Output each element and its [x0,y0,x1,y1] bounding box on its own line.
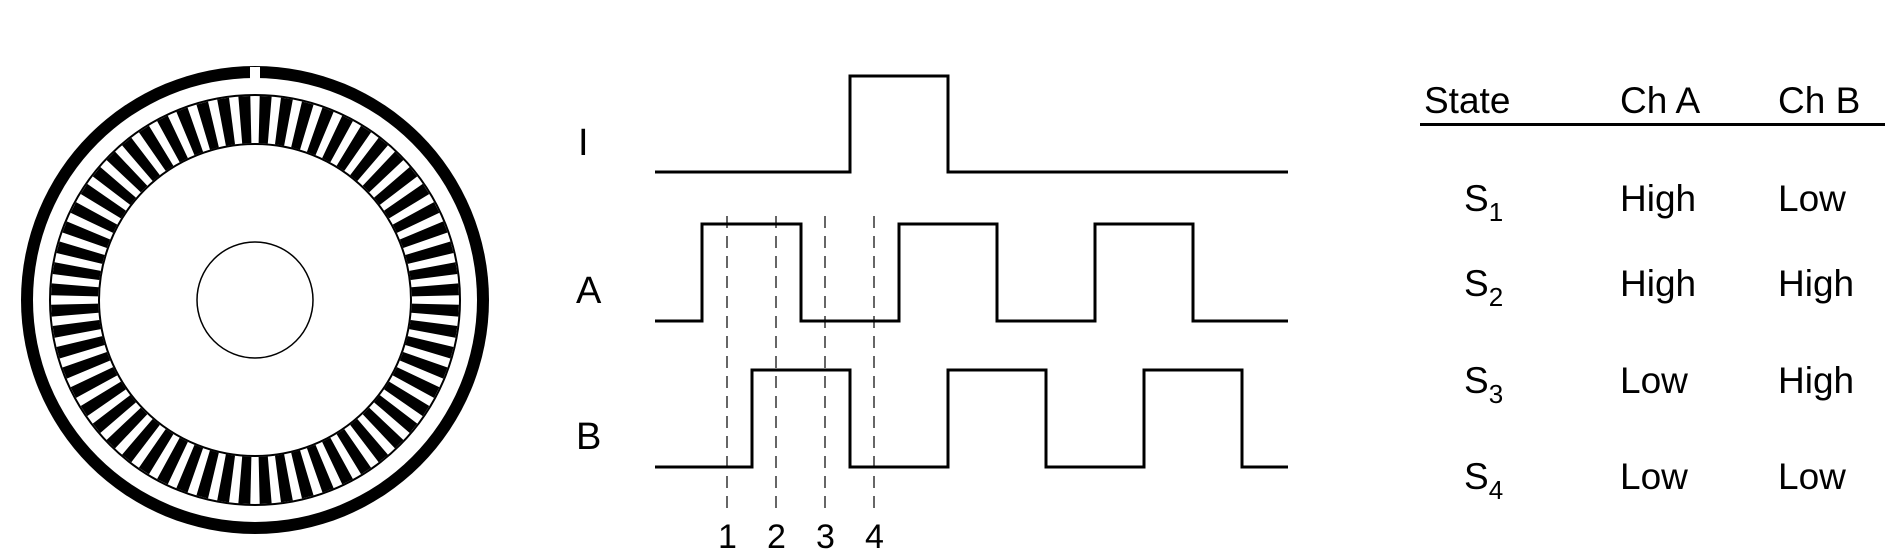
disk-slot [52,262,101,280]
disk-slot [411,283,459,297]
disk-slot [350,419,388,463]
disk-slot [56,336,105,359]
disk-slot [306,107,334,156]
disk-hub [196,241,314,359]
disk-slot [92,395,136,433]
disk-slot [176,107,204,156]
disk-slot [405,241,454,264]
disk-slot [62,221,111,249]
header-state: State [1424,80,1511,121]
state-cell: S2 [1464,263,1504,312]
timing-diagram [655,74,1288,508]
disk-slot [157,115,188,163]
disk-slot [322,437,353,485]
disk-slot [196,450,219,499]
waveform-a [655,222,1288,323]
signal-label-b: B [576,416,602,458]
disk-slot [258,456,272,504]
disk-slot [217,454,235,503]
disk-slot [106,151,148,193]
step-label-3: 3 [816,518,835,556]
disk-slot [291,101,314,150]
ch-a-cell: High [1620,178,1697,219]
state-cell: S4 [1464,456,1504,505]
disk-slot [62,351,111,379]
disk-slot [138,125,174,171]
disk-slots [51,96,459,504]
encoder-disk [21,66,489,534]
disk-slot [291,450,314,499]
disk-slot [80,381,126,417]
disk-slot [92,167,136,205]
ch-b-cell: High [1778,360,1855,401]
disk-slot [52,320,101,338]
waveform-i [655,74,1288,174]
ch-a-cell: Low [1620,456,1688,497]
disk-slot [70,367,118,398]
disk-slot [51,283,99,297]
disk-slot [384,183,430,219]
index-mark [250,67,260,83]
disk-slot [106,407,148,449]
disk-slot [374,395,418,433]
header-ch-b: Ch B [1778,80,1861,121]
disk-slot [238,96,252,144]
disk-slot [409,320,458,338]
header-ch-a: Ch A [1620,80,1701,121]
step-label-2: 2 [767,518,786,556]
disk-slot [322,115,353,163]
disk-slot [217,97,235,146]
disk-slot [258,96,272,144]
disk-slot [350,137,388,181]
disk-slot [392,367,440,398]
ch-a-cell: Low [1620,360,1688,401]
state-cell: S1 [1464,178,1504,227]
ch-b-cell: Low [1778,456,1846,497]
state-cell: S3 [1464,360,1504,409]
disk-slot [392,202,440,233]
disk-slot [51,303,99,317]
disk-slot [306,444,334,493]
disk-slot [399,351,448,379]
disk-slot [238,456,252,504]
step-dashed-lines [726,216,875,508]
disk-slot [411,303,459,317]
disk-slot [336,429,372,475]
disk-slot [409,262,458,280]
disk-slot [138,429,174,475]
signal-label-a: A [576,270,602,312]
disk-slot [70,202,118,233]
ch-a-cell: High [1620,263,1697,304]
disk-slot [275,97,293,146]
disk-slot [275,454,293,503]
state-table: State Ch A Ch B S1 High Low S2 High High… [1420,70,1890,503]
disk-slot [122,137,160,181]
signal-label-i: I [578,122,589,164]
step-label-4: 4 [865,518,884,556]
disk-slot [362,151,404,193]
disk-slot [56,241,105,264]
disk-slot [399,221,448,249]
disk-slot [405,336,454,359]
waveform-b [655,368,1288,469]
disk-slot [196,101,219,150]
disk-slot [336,125,372,171]
header-rule [1420,123,1885,126]
disk-slot [384,381,430,417]
disk-slot [362,407,404,449]
disk-slot [122,419,160,463]
ch-b-cell: High [1778,263,1855,304]
disk-slot [374,167,418,205]
disk-slot [80,183,126,219]
disk-slot [176,444,204,493]
disk-slot [157,437,188,485]
ch-b-cell: Low [1778,178,1846,219]
step-label-1: 1 [718,518,737,556]
